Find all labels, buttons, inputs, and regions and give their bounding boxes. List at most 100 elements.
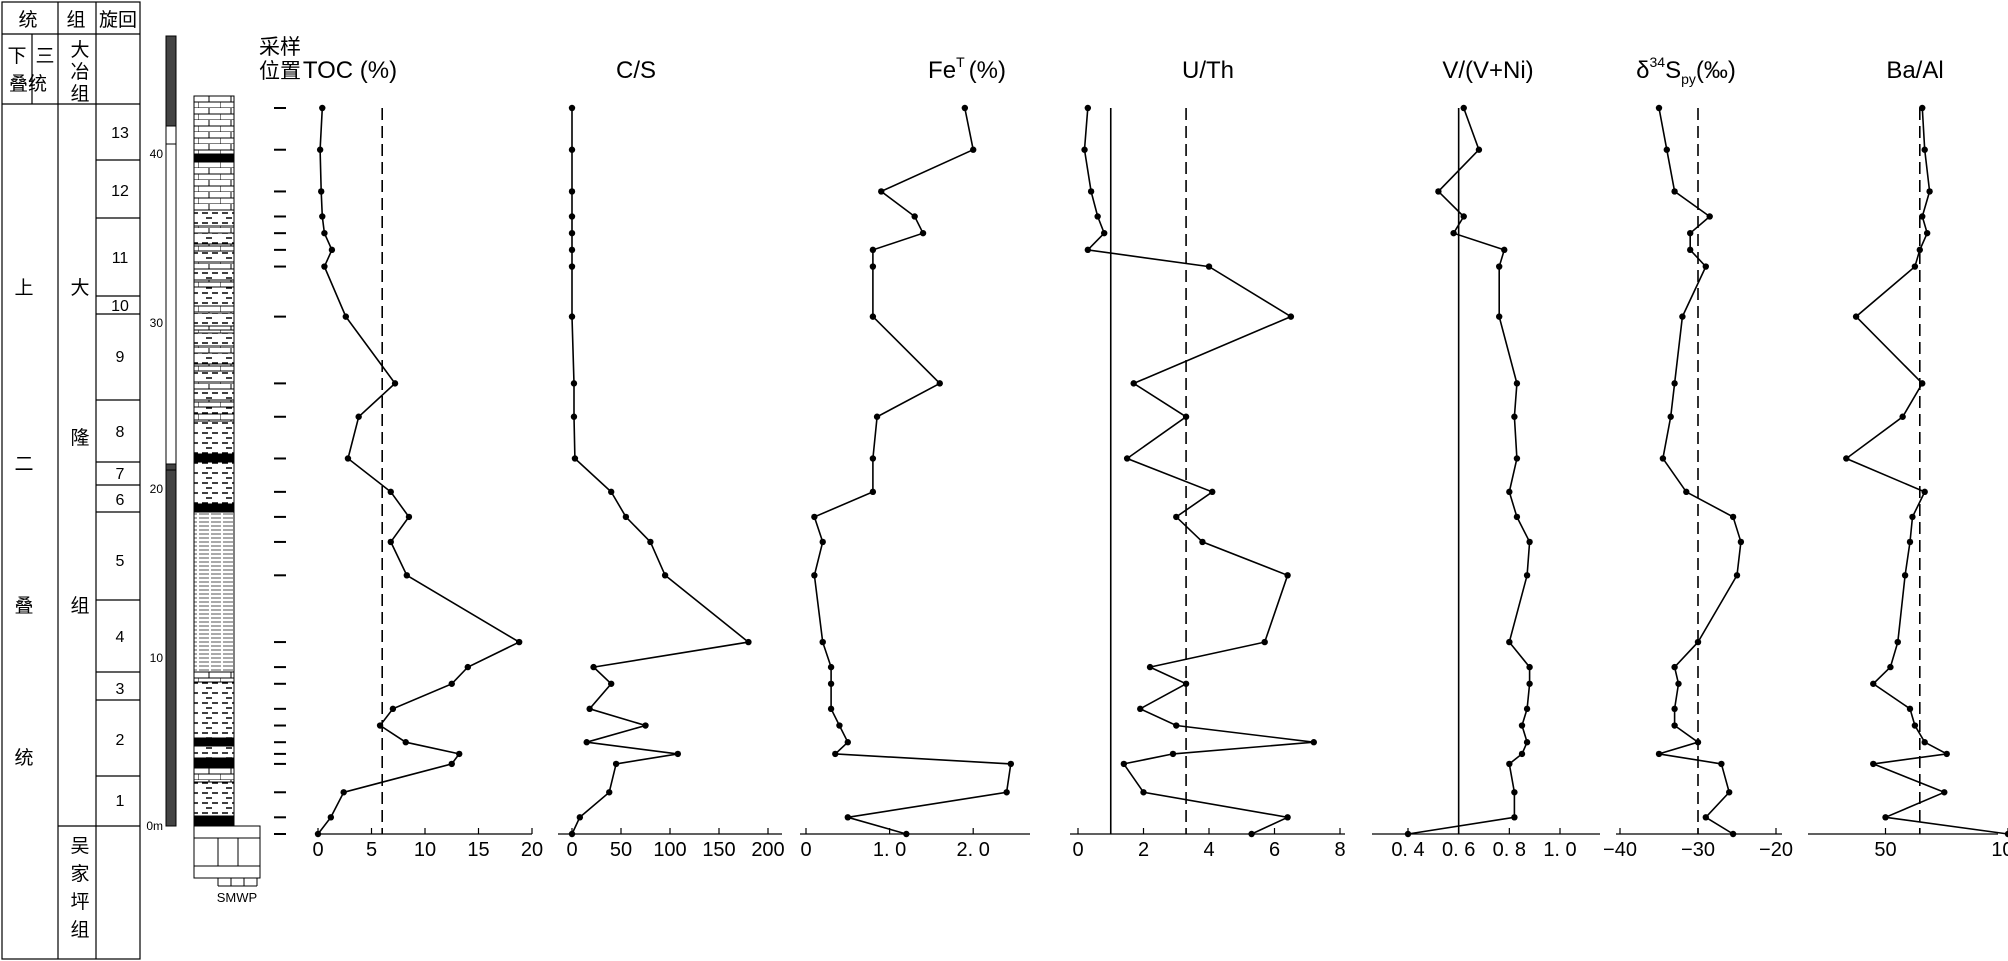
- data-point: [832, 750, 839, 758]
- data-point: [515, 638, 523, 646]
- data-point: [1287, 313, 1295, 320]
- x-tick-label: 1. 0: [1543, 839, 1576, 861]
- data-point: [1506, 638, 1513, 646]
- data-point: [568, 313, 576, 320]
- title-fet-base: Fe: [928, 57, 956, 84]
- data-point: [1718, 760, 1725, 768]
- data-point: [314, 830, 322, 838]
- x-tick-label: 0: [566, 839, 577, 861]
- data-point: [1870, 680, 1877, 687]
- series-line: [571, 108, 751, 835]
- data-point: [456, 750, 463, 758]
- title-d34s-unit: (‰): [1696, 57, 1736, 84]
- cycle-13: 13: [111, 125, 129, 142]
- depth-ticks: 0m 10 20 30 40: [146, 147, 163, 833]
- depth-20: 20: [150, 482, 164, 496]
- data-point: [1199, 538, 1206, 546]
- data-point: [1919, 380, 1926, 387]
- data-point: [1694, 739, 1702, 746]
- data-point: [606, 789, 613, 796]
- data-point: [583, 739, 590, 746]
- x-tick-label: 10: [414, 839, 436, 861]
- strat-labels: 统 组 旋回 下 叠统 三 上 二 叠 统 大 冶 组 大 隆 组 吴 家 坪 …: [7, 9, 137, 941]
- cycle-5: 5: [116, 553, 125, 570]
- data-point: [1404, 830, 1412, 838]
- data-point: [873, 413, 881, 420]
- title-d34s-s: S: [1665, 57, 1681, 84]
- data-point: [811, 572, 818, 579]
- sample-ticks: [274, 107, 286, 835]
- x-tick-label: 5: [366, 839, 377, 861]
- data-point: [327, 814, 335, 821]
- data-point: [1671, 188, 1678, 195]
- data-point: [355, 413, 362, 420]
- x-tick-label: −40: [1603, 839, 1637, 861]
- data-point: [321, 263, 328, 270]
- cycle-2: 2: [116, 732, 125, 749]
- depth-30: 30: [150, 316, 164, 330]
- cycle-12: 12: [111, 183, 129, 200]
- data-point: [586, 705, 593, 713]
- data-point: [344, 455, 352, 462]
- data-point: [1182, 680, 1190, 687]
- plot-d34s: −40 −30 −20: [1603, 104, 1793, 861]
- x-tick-label: 0. 4: [1391, 839, 1424, 861]
- x-tick-label: 1. 0: [873, 839, 906, 861]
- data-point: [819, 538, 826, 546]
- data-point: [1921, 488, 1928, 496]
- data-point: [405, 513, 413, 521]
- data-point: [1523, 572, 1531, 579]
- fm-daye-2: 冶: [70, 61, 89, 83]
- data-point: [1901, 572, 1909, 579]
- data-point: [869, 455, 877, 462]
- panel-uth: U/Th 0 2 4 6 8: [1070, 57, 1346, 861]
- cycle-6: 6: [116, 492, 125, 509]
- data-point: [318, 188, 325, 195]
- cycle-8: 8: [116, 424, 125, 441]
- series-line: [1844, 107, 2008, 835]
- sample-label-1: 采样: [259, 35, 301, 59]
- cycle-labels: 13 12 11 10 9 8 7 6 5 4 3 2 1: [111, 125, 129, 810]
- data-point: [1906, 538, 1914, 546]
- data-point: [1173, 513, 1180, 521]
- data-point: [1146, 663, 1154, 671]
- data-point: [1007, 760, 1015, 768]
- data-point: [1919, 104, 1926, 112]
- data-point: [1450, 229, 1457, 237]
- data-point: [1843, 455, 1850, 462]
- title-d34s: δ34Spy(‰): [1636, 54, 1736, 87]
- title-baal: Ba/Al: [1886, 57, 1943, 84]
- data-point: [1921, 146, 1928, 153]
- x-tick-label: 0: [1072, 839, 1083, 861]
- x-tick-label: 4: [1203, 839, 1214, 861]
- title-fet-unit: (%): [969, 57, 1006, 84]
- data-point: [1496, 263, 1503, 270]
- data-point: [1899, 413, 1906, 420]
- plot-uth: 0 2 4 6 8: [1070, 104, 1346, 861]
- data-point: [1702, 814, 1710, 821]
- title-cs: C/S: [616, 57, 656, 84]
- data-point: [1140, 789, 1147, 796]
- data-point: [376, 722, 384, 729]
- data-point: [1169, 750, 1177, 758]
- data-point: [919, 229, 927, 237]
- x-tick-label: 0: [312, 839, 323, 861]
- data-point: [1887, 663, 1894, 671]
- title-vvni: V/(V+Ni): [1442, 57, 1533, 84]
- series-line: [317, 107, 521, 835]
- data-point: [319, 213, 326, 220]
- data-point: [1906, 705, 1914, 713]
- x-tick-label: 0. 8: [1493, 839, 1526, 861]
- data-point: [608, 488, 615, 496]
- data-point: [403, 572, 411, 579]
- data-point: [827, 705, 835, 713]
- data-point: [844, 739, 851, 746]
- series-lower-l1: 下: [7, 46, 26, 67]
- x-tick-label: 2. 0: [957, 839, 990, 861]
- x-tick-label: 100: [653, 839, 686, 861]
- data-point: [1687, 246, 1694, 254]
- cycle-4: 4: [116, 629, 125, 646]
- fm-wjp-3: 坪: [70, 891, 89, 913]
- data-point: [319, 104, 326, 112]
- data-point: [1694, 638, 1702, 646]
